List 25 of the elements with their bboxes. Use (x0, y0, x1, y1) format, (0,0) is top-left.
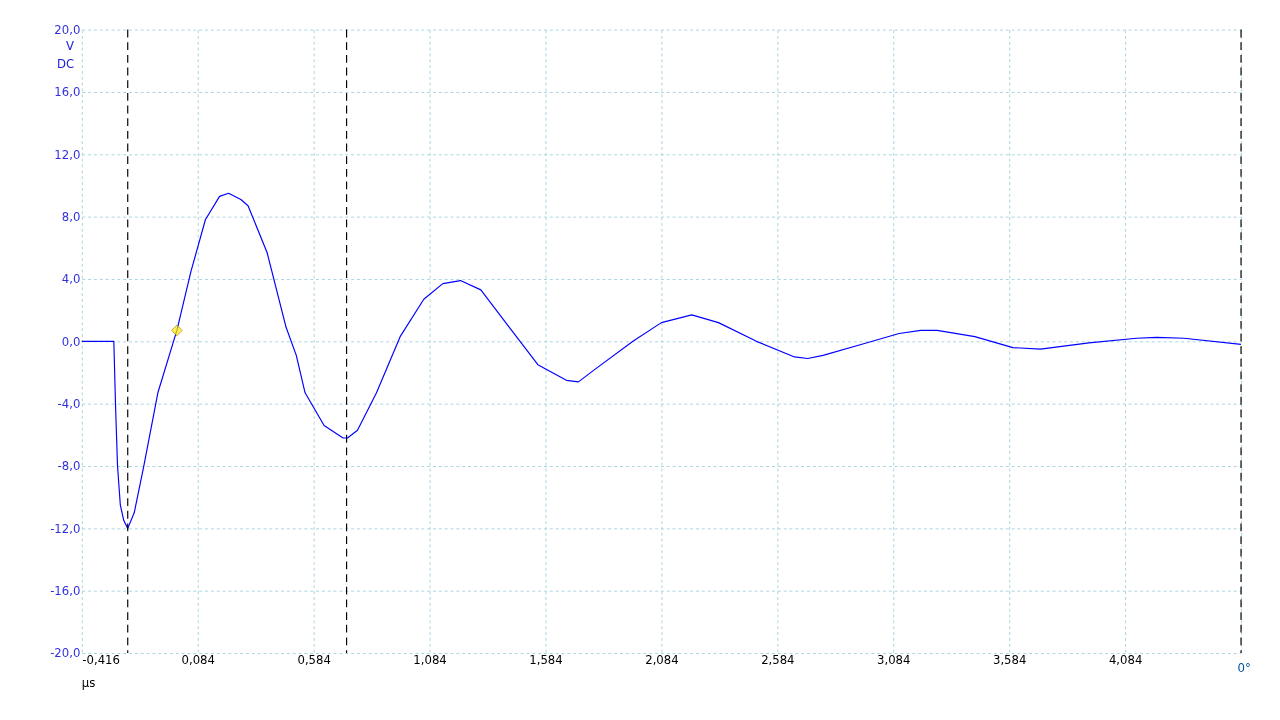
x-tick-label: 2,084 (645, 653, 679, 668)
y-tick-label: -12,0 (50, 521, 81, 536)
x-tick-label: 4,084 (1108, 653, 1143, 668)
y-tick-label: 0,0 (61, 334, 81, 349)
y-tick-label: -16,0 (50, 584, 81, 599)
y-tick-label: 20,0 (54, 23, 81, 37)
x-tick-label: 1,584 (529, 653, 563, 668)
y-axis-title: V DC (56, 39, 75, 71)
y-tick-label: -20,0 (50, 646, 81, 661)
x-tick-label: 3,584 (992, 653, 1027, 668)
x-axis-title: µs (81, 676, 96, 691)
y-tick-label: 12,0 (54, 147, 81, 162)
y-tick-label: -4,0 (57, 397, 81, 412)
x-tick-label: 0,084 (181, 653, 215, 668)
text: 0° (1237, 660, 1251, 675)
x-tick-label: -0,416 (82, 653, 120, 668)
line-series (81, 192, 1242, 529)
x-tick-label: 0,584 (297, 653, 331, 668)
x-tick-label: 1,084 (413, 653, 447, 668)
y-tick-label: 8,0 (61, 210, 81, 225)
x-tick-label: 2,584 (761, 653, 795, 668)
y-tick-label: 4,0 (61, 272, 81, 287)
y-tick-label: 16,0 (54, 85, 81, 100)
x-tick-label: 3,084 (877, 653, 911, 668)
y-tick-label: -8,0 (57, 459, 81, 474)
